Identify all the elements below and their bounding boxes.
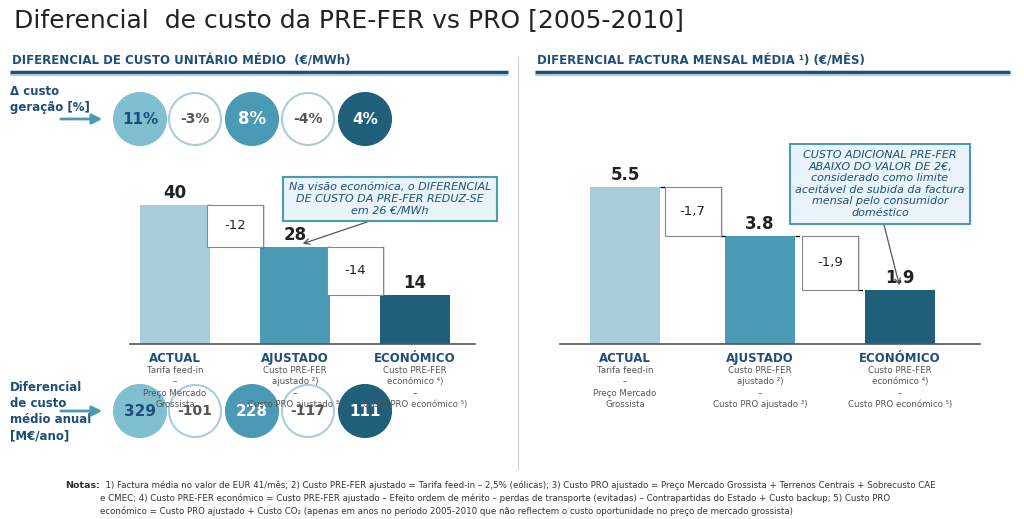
Text: -4%: -4% bbox=[293, 112, 323, 126]
Text: -117: -117 bbox=[291, 404, 326, 418]
Text: Custo PRE-FER
ajustado ²)
–
Custo PRO ajustado ³): Custo PRE-FER ajustado ²) – Custo PRO aj… bbox=[248, 366, 342, 409]
Text: AJUSTADO: AJUSTADO bbox=[261, 352, 329, 365]
Text: Custo PRE-FER
económico ⁴)
–
Custo PRO económico ⁵): Custo PRE-FER económico ⁴) – Custo PRO e… bbox=[362, 366, 467, 409]
Text: ACTUAL: ACTUAL bbox=[599, 352, 651, 365]
Bar bbox=[260, 247, 330, 344]
Bar bbox=[380, 295, 450, 344]
Text: 228: 228 bbox=[236, 403, 268, 418]
Text: Custo PRE-FER
económico ⁴)
–
Custo PRO económico ⁵): Custo PRE-FER económico ⁴) – Custo PRO e… bbox=[848, 366, 952, 409]
Text: 8%: 8% bbox=[238, 110, 266, 128]
Circle shape bbox=[339, 93, 391, 145]
Text: Tarifa feed-in
–
Preço Mercado
Grossista: Tarifa feed-in – Preço Mercado Grossista bbox=[143, 366, 207, 409]
Circle shape bbox=[169, 93, 221, 145]
Text: ECONÓMICO: ECONÓMICO bbox=[374, 352, 456, 365]
Text: -101: -101 bbox=[177, 404, 212, 418]
Text: -14: -14 bbox=[344, 265, 366, 278]
Text: 11%: 11% bbox=[122, 112, 158, 127]
Circle shape bbox=[339, 385, 391, 437]
Text: ECONÓMICO: ECONÓMICO bbox=[859, 352, 941, 365]
Bar bbox=[665, 187, 721, 236]
Circle shape bbox=[282, 385, 334, 437]
Circle shape bbox=[226, 93, 278, 145]
Text: 1.9: 1.9 bbox=[886, 269, 914, 287]
Circle shape bbox=[226, 385, 278, 437]
Text: Δ custo
geração [%]: Δ custo geração [%] bbox=[10, 85, 90, 114]
Text: DIFERENCIAL DE CUSTO UNITÁRIO MÉDIO  (€/MWh): DIFERENCIAL DE CUSTO UNITÁRIO MÉDIO (€/M… bbox=[12, 54, 350, 67]
Text: 40: 40 bbox=[164, 184, 186, 202]
Text: 329: 329 bbox=[124, 403, 156, 418]
Circle shape bbox=[282, 93, 334, 145]
Text: Diferencial  de custo da PRE-FER vs PRO [2005-2010]: Diferencial de custo da PRE-FER vs PRO [… bbox=[14, 8, 684, 32]
Text: 28: 28 bbox=[284, 226, 306, 243]
Text: AJUSTADO: AJUSTADO bbox=[726, 352, 794, 365]
Text: 14: 14 bbox=[403, 275, 427, 292]
Text: Notas:: Notas: bbox=[65, 481, 100, 490]
Text: -1,7: -1,7 bbox=[680, 205, 706, 218]
Bar bbox=[802, 236, 858, 290]
Text: 3.8: 3.8 bbox=[745, 215, 775, 233]
Circle shape bbox=[114, 93, 166, 145]
Text: -12: -12 bbox=[224, 219, 246, 232]
Bar bbox=[865, 290, 935, 344]
Bar bbox=[207, 205, 263, 247]
Text: 5.5: 5.5 bbox=[610, 167, 640, 184]
Text: DIFERENCIAL FACTURA MENSAL MÉDIA ¹) (€/MÊS): DIFERENCIAL FACTURA MENSAL MÉDIA ¹) (€/M… bbox=[537, 54, 865, 67]
Text: Na visão económica, o DIFERENCIAL
DE CUSTO DA PRE-FER REDUZ-SE
em 26 €/MWh: Na visão económica, o DIFERENCIAL DE CUS… bbox=[289, 182, 492, 215]
Text: CUSTO ADICIONAL PRE-FER
ABAIXO DO VALOR DE 2€,
considerado como limite
aceitável: CUSTO ADICIONAL PRE-FER ABAIXO DO VALOR … bbox=[796, 150, 965, 218]
Text: 111: 111 bbox=[349, 403, 381, 418]
Text: Diferencial
de custo
médio anual
[M€/ano]: Diferencial de custo médio anual [M€/ano… bbox=[10, 381, 91, 442]
Bar bbox=[327, 247, 383, 295]
Text: 4%: 4% bbox=[352, 112, 378, 127]
Text: Tarifa feed-in
–
Preço Mercado
Grossista: Tarifa feed-in – Preço Mercado Grossista bbox=[593, 366, 656, 409]
Circle shape bbox=[114, 385, 166, 437]
Text: -3%: -3% bbox=[180, 112, 210, 126]
Circle shape bbox=[169, 385, 221, 437]
Bar bbox=[725, 236, 795, 344]
Bar bbox=[140, 205, 210, 344]
Bar bbox=[590, 187, 660, 344]
Text: Custo PRE-FER
ajustado ²)
–
Custo PRO ajustado ³): Custo PRE-FER ajustado ²) – Custo PRO aj… bbox=[713, 366, 807, 409]
Text: 1) Factura média no valor de EUR 41/mês; 2) Custo PRE-FER ajustado = Tarifa feed: 1) Factura média no valor de EUR 41/mês;… bbox=[100, 481, 936, 515]
Text: -1,9: -1,9 bbox=[817, 256, 843, 269]
Text: ACTUAL: ACTUAL bbox=[150, 352, 201, 365]
